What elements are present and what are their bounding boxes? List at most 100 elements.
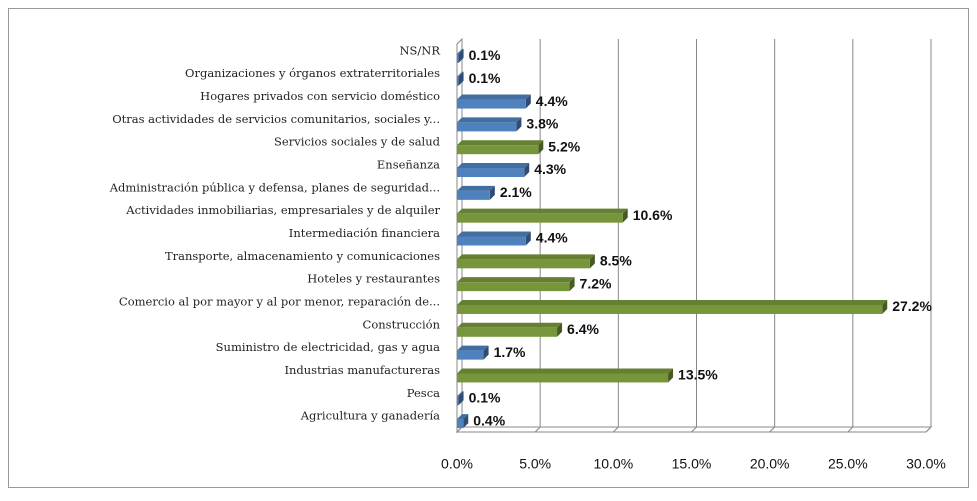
- bar-side: [589, 254, 595, 269]
- bar-side: [557, 322, 563, 337]
- bar-side: [483, 345, 489, 360]
- bar: [457, 145, 539, 155]
- y-tick-label: Suministro de electricidad, gas y agua: [216, 340, 440, 354]
- y-tick-label: Hogares privados con servicio doméstico: [200, 89, 440, 103]
- y-tick-label: Agricultura y ganadería: [300, 409, 440, 423]
- bar-top: [457, 140, 544, 146]
- data-label: 2.1%: [500, 184, 532, 200]
- y-tick-label: Hoteles y restaurantes: [307, 272, 440, 286]
- bar: [457, 259, 590, 269]
- y-tick-label: Intermediación financiera: [289, 226, 440, 240]
- bar-side: [458, 391, 464, 406]
- data-label: 0.1%: [469, 70, 501, 86]
- x-tick-label: 30.0%: [906, 456, 946, 472]
- y-tick-label: Servicios sociales y de salud: [274, 135, 441, 149]
- bar: [457, 236, 526, 246]
- bar-side: [882, 299, 888, 314]
- bar-top: [457, 254, 595, 260]
- chart-border: [8, 8, 969, 488]
- data-label: 0.4%: [473, 412, 505, 428]
- grid-line: [612, 39, 619, 433]
- bar-top: [457, 163, 530, 169]
- x-tick-label: 20.0%: [750, 456, 790, 472]
- data-label: 27.2%: [892, 298, 932, 314]
- data-label: 4.3%: [534, 161, 566, 177]
- bar-top: [457, 208, 628, 214]
- bar-side: [489, 185, 495, 200]
- data-label: 4.4%: [536, 93, 568, 109]
- data-label: 13.5%: [678, 367, 718, 383]
- grid-line: [847, 39, 854, 433]
- y-tick-label: NS/NR: [399, 43, 440, 57]
- data-label: 8.5%: [600, 253, 632, 269]
- bar-top: [457, 368, 674, 374]
- grid-line: [534, 39, 541, 433]
- bar-side: [524, 163, 530, 178]
- bar: [457, 396, 459, 406]
- bar: [457, 327, 558, 337]
- x-tick-label: 10.0%: [593, 456, 633, 472]
- y-tick-label: Enseñanza: [377, 158, 440, 172]
- data-label: 4.4%: [536, 230, 568, 246]
- y-tick-label: Actividades inmobiliarias, empresariales…: [125, 203, 440, 217]
- bar: [457, 282, 570, 292]
- x-tick-label: 25.0%: [828, 456, 868, 472]
- grid-line: [925, 39, 932, 433]
- bar: [457, 53, 459, 63]
- data-label: 5.2%: [548, 138, 580, 154]
- bar-top: [457, 414, 469, 420]
- x-tick-label: 15.0%: [672, 456, 712, 472]
- bar-side: [668, 368, 674, 383]
- bar-side: [569, 277, 575, 292]
- y-tick-label: Transporte, almacenamiento y comunicacio…: [165, 249, 440, 263]
- bar-side: [525, 231, 531, 246]
- y-tick-label: Otras actividades de servicios comunitar…: [112, 112, 440, 126]
- y-tick-label: Administración pública y defensa, planes…: [109, 180, 440, 194]
- bar: [457, 190, 490, 200]
- data-label: 10.6%: [633, 207, 673, 223]
- data-label: 7.2%: [580, 275, 612, 291]
- bar-top: [457, 94, 531, 100]
- bar: [457, 168, 525, 178]
- bar-top: [457, 345, 489, 351]
- y-tick-label: Comercio al por mayor y al por menor, re…: [119, 294, 440, 308]
- y-tick-label: Construcción: [363, 317, 441, 331]
- bar-top: [457, 277, 575, 283]
- bar-top: [457, 391, 464, 397]
- bar-top: [457, 322, 563, 328]
- bar-side: [516, 117, 522, 132]
- bar-side: [458, 48, 464, 63]
- bar-top: [457, 117, 522, 123]
- bar: [457, 76, 459, 86]
- bar: [457, 122, 517, 132]
- bar: [457, 304, 883, 314]
- data-label: 3.8%: [526, 116, 558, 132]
- bar-side: [538, 140, 544, 155]
- bar: [457, 99, 526, 109]
- y-tick-label: Organizaciones y órganos extraterritoria…: [185, 66, 440, 80]
- bar-side: [458, 71, 464, 86]
- x-tick-label: 5.0%: [519, 456, 551, 472]
- data-label: 0.1%: [469, 47, 501, 63]
- bar-top: [457, 185, 495, 191]
- bar: [457, 213, 623, 223]
- bar-top: [457, 299, 888, 305]
- data-label: 1.7%: [494, 344, 526, 360]
- bar-top: [457, 48, 464, 54]
- y-tick-label: Pesca: [407, 386, 440, 400]
- bar: [457, 373, 669, 383]
- bar-side: [525, 94, 531, 109]
- x-tick-label: 0.0%: [441, 456, 473, 472]
- bar-side: [463, 414, 469, 429]
- grid-line: [769, 39, 776, 433]
- bar: [457, 419, 464, 429]
- data-label: 0.1%: [469, 389, 501, 405]
- data-label: 6.4%: [567, 321, 599, 337]
- grid-line: [691, 39, 697, 433]
- bar-top: [457, 231, 531, 237]
- y-tick-label: Industrias manufactureras: [284, 363, 440, 377]
- bar: [457, 350, 484, 360]
- bar-side: [622, 208, 628, 223]
- bar-top: [457, 71, 464, 77]
